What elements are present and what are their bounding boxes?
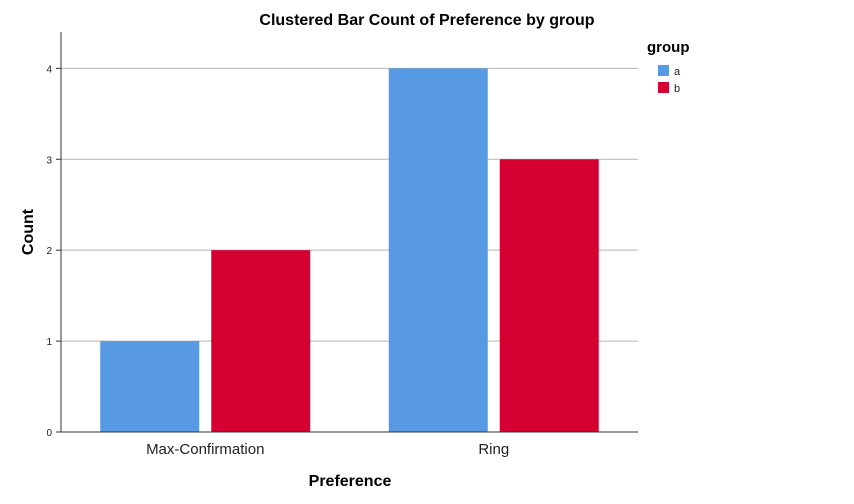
legend-label: a [674, 66, 681, 78]
legend: group ab [647, 39, 690, 95]
y-tick-label: 0 [46, 428, 52, 439]
y-tick-label: 3 [46, 155, 52, 166]
y-tick-label: 2 [46, 246, 52, 257]
bar-b-0 [211, 250, 311, 432]
bar-a-0 [100, 341, 200, 432]
y-tick-labels: 0 1 2 3 4 [46, 64, 52, 439]
bar-a-1 [388, 68, 488, 432]
y-tick-label: 4 [46, 64, 52, 75]
legend-title: group [647, 39, 690, 56]
chart-title: Clustered Bar Count of Preference by gro… [259, 12, 594, 29]
x-tick-label: Ring [478, 441, 509, 458]
x-axis-title: Preference [309, 473, 392, 490]
legend-items: ab [658, 65, 681, 95]
x-tick-labels: Max-Confirmation Ring [146, 441, 509, 458]
legend-label: b [674, 83, 680, 95]
y-axis-title: Count [20, 208, 37, 255]
bars [100, 68, 599, 433]
y-tick-label: 1 [46, 337, 52, 348]
bar-b-1 [499, 159, 599, 433]
legend-swatch-a [658, 65, 669, 76]
x-tick-label: Max-Confirmation [146, 441, 264, 458]
legend-swatch-b [658, 82, 669, 93]
